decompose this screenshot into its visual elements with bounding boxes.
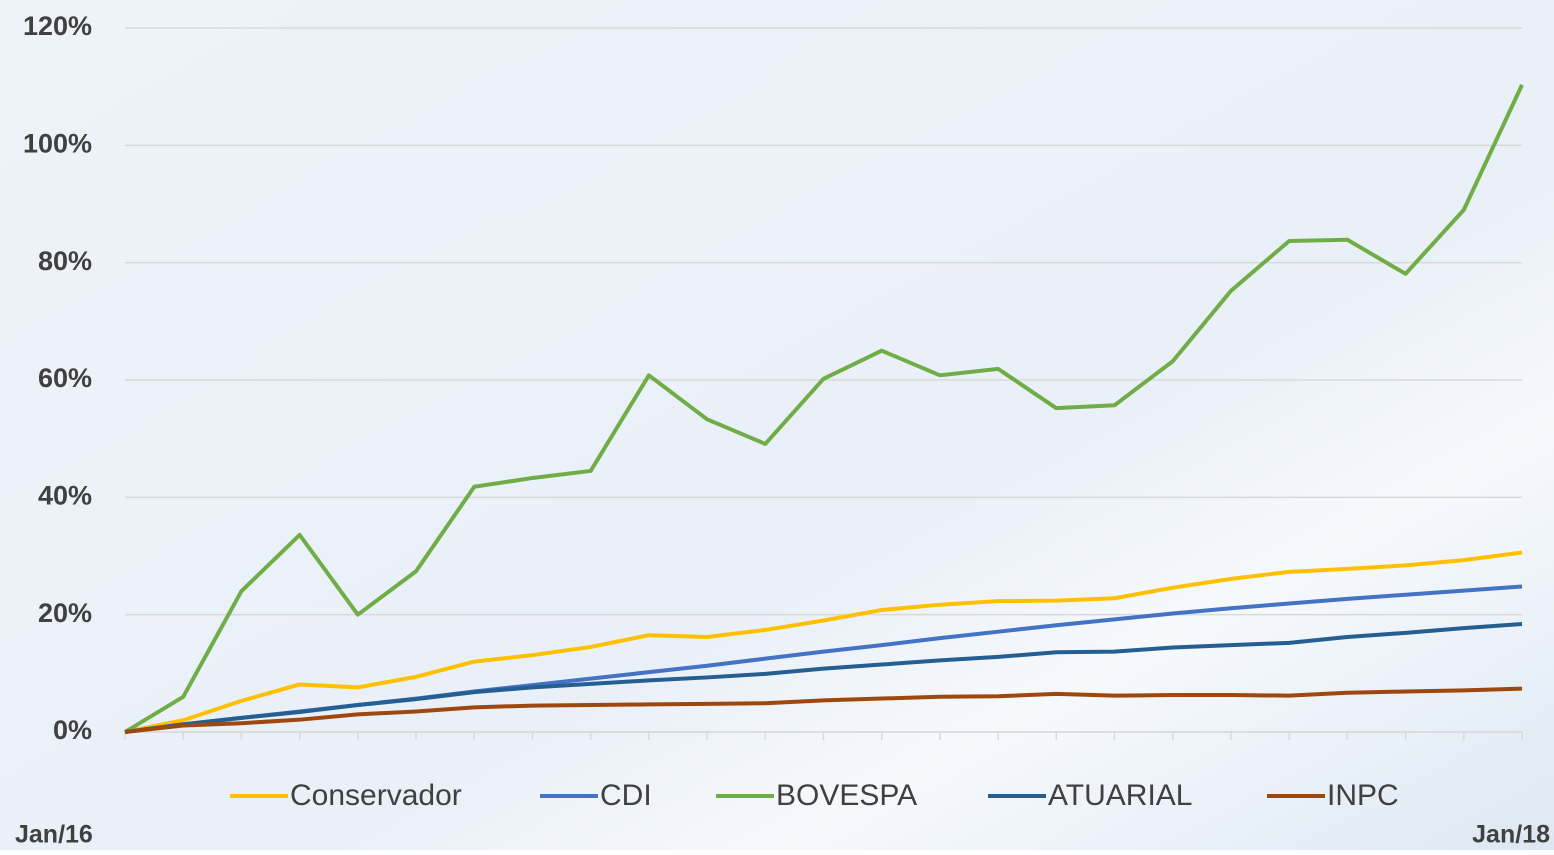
y-tick-label: 40%	[38, 480, 92, 510]
series-line	[124, 622, 1523, 734]
series-line	[124, 550, 1523, 734]
series-line	[123, 84, 1524, 734]
y-tick-label: 20%	[38, 598, 92, 628]
y-tick-label: 120%	[23, 11, 92, 41]
legend-label: CDI	[600, 779, 652, 812]
x-tick-label: Jan/18	[1472, 821, 1550, 849]
y-tick-label: 100%	[23, 128, 92, 158]
legend-label: Conservador	[290, 779, 462, 812]
y-tick-label: 80%	[38, 246, 92, 276]
legend-label: ATUARIAL	[1048, 779, 1192, 812]
x-tick-label: Jan/16	[15, 821, 93, 849]
legend-label: INPC	[1327, 779, 1399, 812]
y-tick-label: 0%	[53, 715, 92, 745]
series-line	[124, 686, 1523, 734]
legend-label: BOVESPA	[776, 779, 917, 812]
y-tick-label: 60%	[38, 363, 92, 393]
